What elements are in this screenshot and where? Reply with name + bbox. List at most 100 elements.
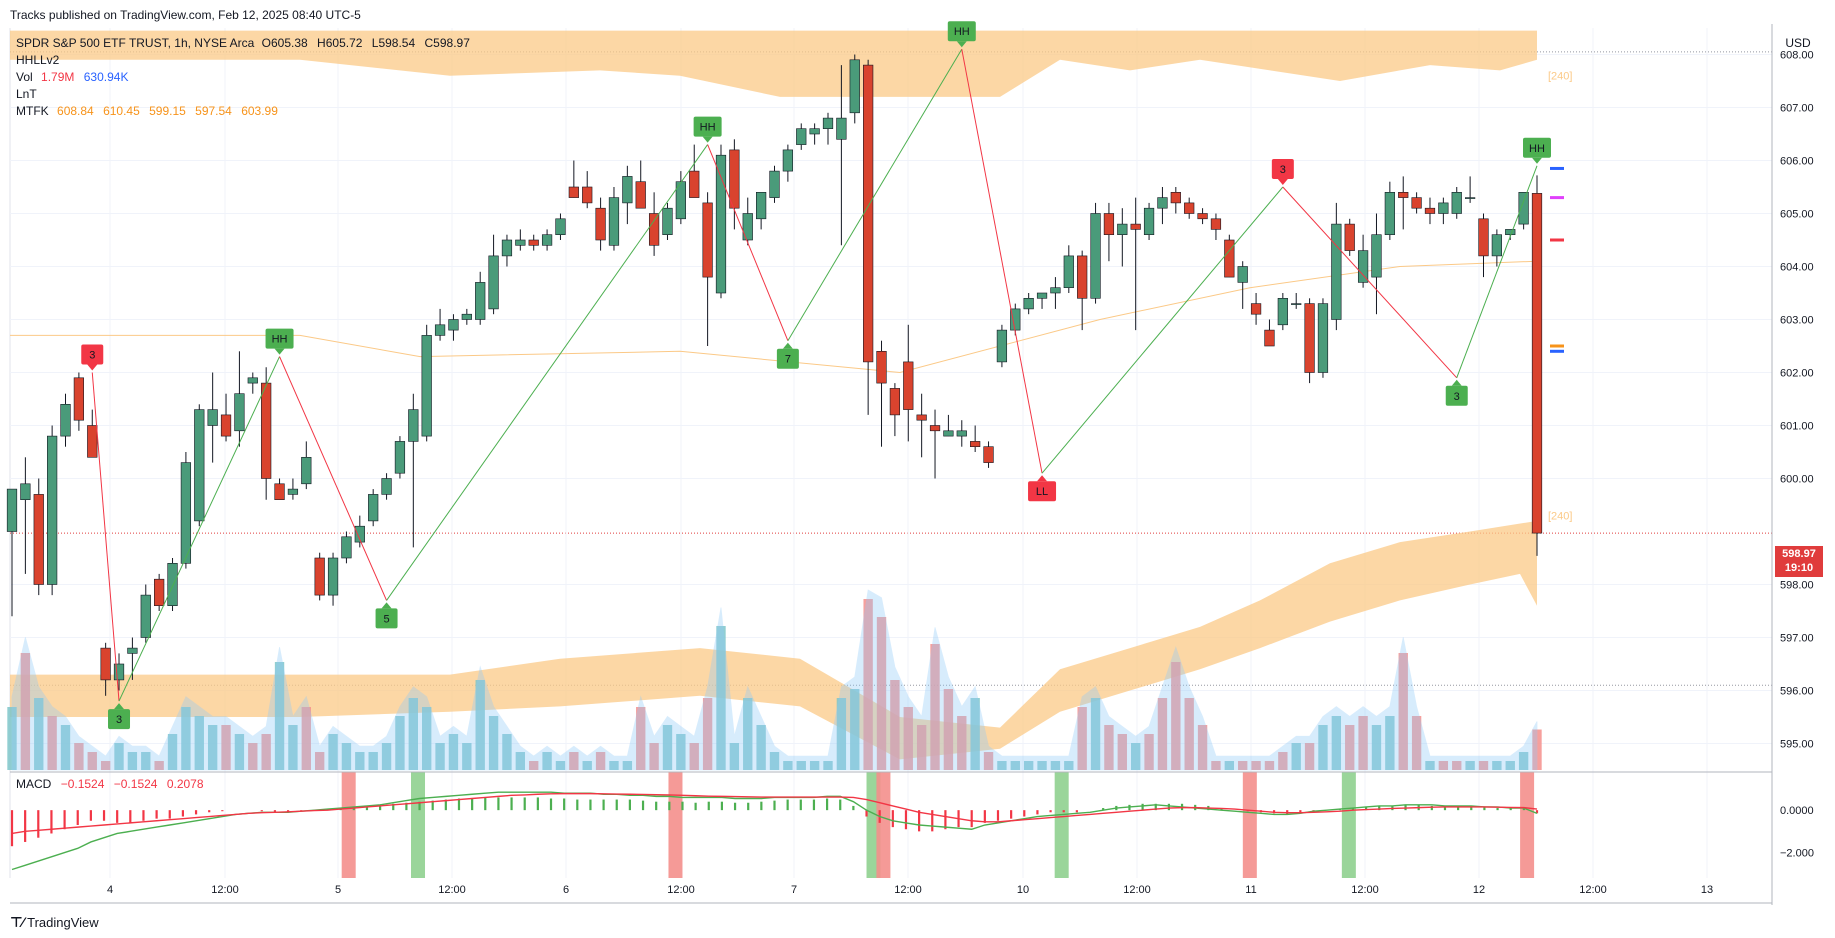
price-tick-label: 595.00 (1780, 739, 1814, 751)
macd-label: MACD (16, 777, 52, 791)
volume-bar (141, 752, 151, 770)
time-tick-label: 7 (791, 884, 797, 896)
candle-body (1117, 223, 1128, 236)
candle-body (675, 181, 686, 220)
time-tick-label: 11 (1245, 884, 1256, 896)
zigzag-segment (279, 356, 388, 601)
volume-bar (127, 752, 138, 770)
volume-bar (1224, 761, 1235, 770)
candle-body (1505, 229, 1516, 235)
candle-body (582, 186, 593, 204)
volume-bar (488, 716, 499, 770)
pivot-label-box (81, 344, 104, 365)
indicator-hhll[interactable]: HHLLv2 (16, 52, 472, 69)
pivot-label-high: HH (1523, 137, 1551, 164)
zigzag-segment (91, 372, 120, 702)
volume-bar (1465, 761, 1475, 770)
vol-value: 1.79M (41, 70, 75, 84)
macd-legend[interactable]: MACD −0.1524 −0.1524 0.2078 (16, 777, 210, 791)
volume-bar (1238, 761, 1248, 770)
candle-body (648, 213, 660, 246)
indicator-vol[interactable]: Vol 1.79M 630.94K (16, 69, 472, 86)
volume-bar (1184, 698, 1194, 770)
pivot-label-low: 3 (108, 703, 131, 730)
volume-bar (448, 734, 459, 770)
volume-bar (301, 707, 311, 770)
price-tick-label: 605.00 (1780, 209, 1814, 221)
volume-bar (408, 698, 418, 770)
candle-body (1344, 223, 1355, 251)
volume-bar (1505, 761, 1515, 770)
candle-body (1464, 197, 1476, 199)
price-tick-label: 597.00 (1780, 633, 1814, 645)
volume-bar (689, 743, 699, 770)
pivot-label-box (1445, 385, 1468, 406)
candle-body (287, 488, 299, 495)
pivot-label-pointer (1451, 379, 1462, 386)
volume-bar (314, 752, 325, 770)
candle-body (220, 414, 232, 437)
candle-body (796, 128, 807, 145)
candle-body (408, 409, 419, 442)
candle-body (354, 525, 365, 543)
volume-bar (542, 752, 552, 770)
time-tick-label: 12:00 (667, 884, 695, 896)
indicator-lnt[interactable]: LnT (16, 86, 472, 103)
price-tick-label: 606.00 (1780, 156, 1814, 168)
volume-bar (1264, 761, 1275, 770)
cloud-lower-band (10, 520, 1537, 760)
zigzag-segment (118, 356, 280, 702)
volume-bar (529, 761, 539, 770)
candle-body (715, 154, 727, 294)
candle-body (461, 313, 472, 320)
close-key: C (424, 36, 434, 50)
volume-bar (502, 734, 512, 770)
candle-body (247, 377, 258, 384)
volume-bar (261, 734, 271, 770)
candle-body (729, 149, 740, 209)
volume-bar (475, 680, 485, 770)
volume-bar (74, 743, 84, 770)
volume-bar (636, 707, 646, 770)
candle-body (60, 403, 71, 437)
time-tick-label: 12:00 (1351, 884, 1379, 896)
candle-body (929, 425, 941, 432)
zigzag-segment (1456, 165, 1538, 378)
indicator-mtfk[interactable]: MTFK 608.84 610.45 599.15 597.54 603.99 (16, 103, 472, 120)
pivot-label-box (265, 328, 294, 349)
price-tick-label: 604.00 (1780, 262, 1814, 274)
volume-bar (462, 743, 472, 770)
candle-body (314, 557, 325, 596)
volume-bar (288, 725, 298, 770)
pivot-label-pointer (702, 136, 713, 143)
volume-bar (341, 743, 352, 770)
candle-body (702, 202, 713, 278)
tradingview-logo-icon: ⊤⁄ (10, 914, 24, 930)
candle-body (434, 324, 446, 336)
volume-bar (729, 743, 740, 770)
zigzag-segment (1282, 186, 1458, 379)
open-key: O (261, 36, 271, 50)
volume-bar (20, 653, 31, 770)
volume-bar (1077, 707, 1087, 770)
currency-label[interactable]: USD (1785, 36, 1811, 50)
cloud-edge-line (10, 260, 1538, 374)
symbol-row[interactable]: SPDR S&P 500 ETF TRUST, 1h, NYSE Arca O6… (16, 35, 472, 52)
candle-body (1518, 192, 1529, 225)
price-tick-label: 607.00 (1780, 103, 1814, 115)
candle-body (1264, 329, 1275, 347)
candle-body (207, 409, 218, 426)
volume-bar (1345, 725, 1355, 770)
pivot-label-low: 5 (375, 602, 398, 629)
candle-body (127, 647, 138, 654)
volume-bar (676, 734, 686, 770)
time-tick-label: 6 (563, 884, 569, 896)
candle-body (421, 335, 432, 437)
volume-bar (582, 761, 592, 770)
candles (6, 54, 1543, 696)
price-tick-label: 603.00 (1780, 315, 1814, 327)
candle-body (1036, 292, 1048, 299)
volume-bar (916, 725, 927, 770)
footer-brand[interactable]: ⊤⁄ TradingView (10, 914, 99, 931)
